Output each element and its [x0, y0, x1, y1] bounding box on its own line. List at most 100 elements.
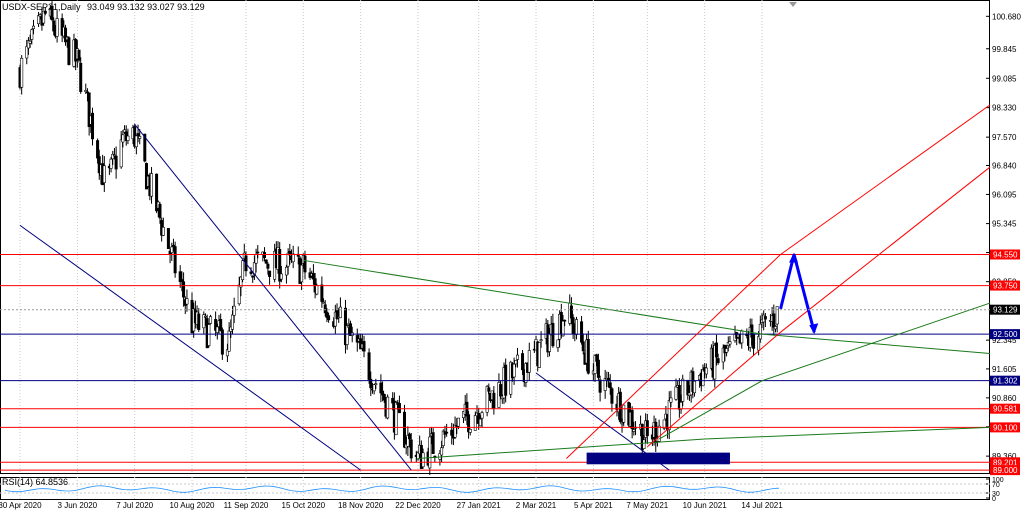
candle — [79, 57, 83, 94]
candle — [397, 395, 401, 414]
candle — [693, 380, 697, 397]
candle-body — [225, 349, 229, 357]
candle — [551, 313, 555, 348]
candle-body — [642, 439, 646, 449]
level-price-box — [990, 403, 1020, 414]
candles — [18, 1, 779, 475]
candle-body — [669, 397, 673, 403]
ascending-channel-lower — [647, 331, 781, 448]
candle — [220, 327, 224, 360]
candle-body — [207, 324, 211, 346]
green-support-line — [417, 438, 705, 459]
candle — [574, 316, 578, 340]
candle — [227, 322, 231, 352]
candle-body — [291, 253, 295, 263]
candle — [102, 156, 106, 192]
candle — [42, 10, 46, 26]
x-tick-label: 15 Oct 2020 — [282, 501, 326, 510]
candle — [20, 55, 24, 95]
candle-body — [714, 342, 718, 358]
candle — [367, 348, 371, 384]
rsi-label: RSI(14) 64.8536 — [2, 477, 69, 487]
candle-body — [441, 430, 445, 446]
level-price-box — [990, 457, 1020, 468]
candle-body — [278, 249, 282, 282]
ascending-channel-upper — [566, 254, 781, 459]
candle-body — [480, 412, 484, 419]
candle — [610, 387, 614, 412]
candle — [428, 428, 432, 475]
candle-body — [467, 414, 471, 433]
candle-body — [681, 378, 685, 402]
candle — [586, 330, 590, 375]
candle-body — [320, 284, 324, 302]
candle — [580, 316, 584, 345]
candle-body — [52, 20, 56, 32]
candle — [740, 329, 744, 349]
candle-body — [220, 329, 224, 355]
candle — [268, 270, 272, 285]
candle — [421, 448, 425, 469]
candle-body — [514, 360, 518, 365]
level-price-box — [990, 280, 1020, 291]
candle-body — [728, 341, 732, 345]
candle — [124, 125, 128, 146]
level-price-label: 94.550 — [993, 250, 1018, 259]
candle-body — [254, 254, 258, 264]
candle — [445, 423, 449, 437]
candle — [527, 342, 531, 381]
y-tick-label: 98.330 — [992, 104, 1017, 113]
candle-body — [230, 314, 234, 330]
candle — [241, 259, 245, 283]
candle — [31, 19, 35, 35]
candle-body — [610, 388, 614, 404]
candle-body — [138, 136, 142, 139]
candle — [441, 429, 445, 449]
candle — [30, 28, 34, 45]
candle — [43, 7, 47, 16]
candle-body — [701, 369, 705, 387]
candle — [249, 267, 253, 276]
level-price-label: 92.500 — [993, 330, 1018, 339]
candle — [109, 156, 113, 173]
candle-body — [136, 133, 140, 136]
green-support-extension — [704, 426, 991, 440]
candle — [333, 304, 337, 334]
candle — [492, 386, 496, 415]
candle-body — [725, 348, 729, 353]
candle-body — [521, 353, 525, 371]
candle-body — [256, 251, 260, 254]
candle-body — [42, 10, 46, 24]
candle-body — [374, 383, 378, 385]
candle-body — [431, 432, 435, 454]
candle — [278, 241, 282, 289]
candle-body — [204, 316, 208, 318]
candle-body — [50, 5, 54, 20]
descending-channel-lower — [19, 224, 361, 471]
candle-body — [662, 419, 666, 429]
candle — [338, 297, 342, 319]
x-tick-label: 7 May 2021 — [626, 501, 668, 510]
candle — [654, 418, 658, 452]
candle-body — [478, 418, 482, 427]
candle — [91, 107, 95, 146]
candle-body — [197, 313, 201, 330]
candle-body — [284, 266, 288, 276]
candle-body — [185, 298, 189, 305]
candle — [87, 92, 91, 136]
candle — [603, 369, 607, 399]
current-price-box — [990, 304, 1020, 315]
candle — [634, 421, 638, 436]
x-tick-label: 3 Jun 2020 — [58, 501, 98, 510]
candle-body — [251, 275, 255, 278]
candle — [166, 228, 170, 250]
candle — [50, 1, 54, 22]
candle-body — [209, 316, 213, 324]
candle-body — [622, 404, 626, 423]
candle-body — [322, 301, 326, 304]
candle-body — [77, 49, 81, 61]
candle-body — [569, 305, 573, 319]
candle-body — [693, 380, 697, 394]
candle — [327, 312, 331, 323]
x-tick-label: 11 Sep 2020 — [224, 501, 269, 510]
